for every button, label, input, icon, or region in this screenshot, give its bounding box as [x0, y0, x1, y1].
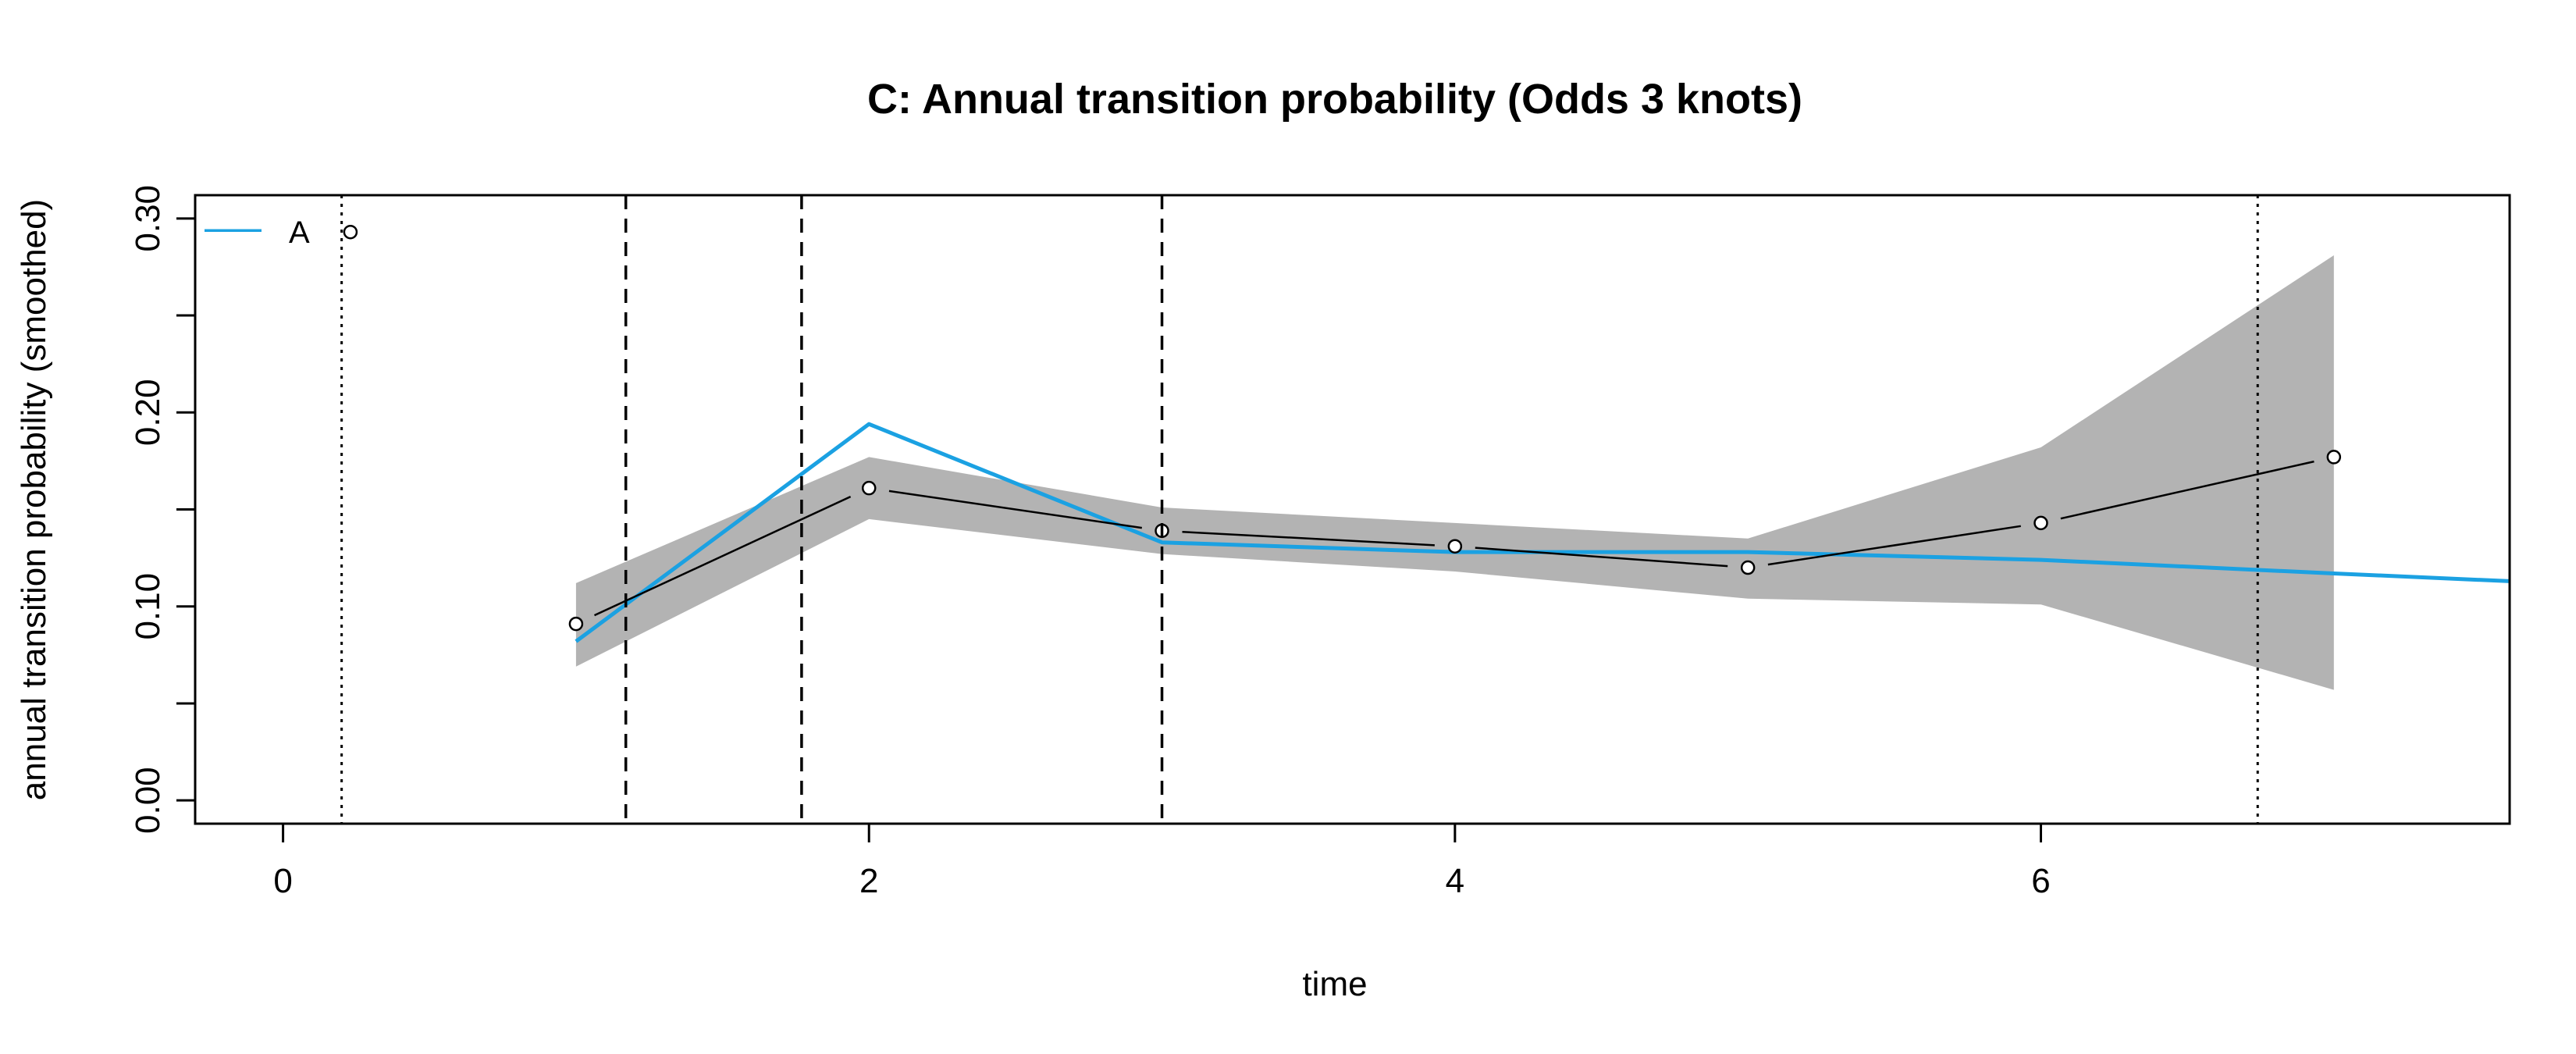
observed-line-segment — [1475, 547, 1728, 568]
plot-inner — [340, 195, 2510, 824]
fitted-line-a — [575, 422, 2510, 643]
observed-point — [343, 224, 358, 240]
observed-line-segment — [1182, 530, 1435, 547]
plot-area: 0 2 4 6 0.00 0.10 0.20 0.30 A — [129, 185, 2511, 900]
observed-point — [861, 480, 877, 496]
observed-line-segment — [888, 490, 1142, 529]
x-axis-label: time — [1302, 965, 1367, 1003]
y-tick-label: 0.10 — [129, 573, 167, 640]
observed-line-segment — [1767, 525, 2021, 566]
observed-point — [1740, 560, 1756, 575]
observed-line-segment — [2060, 460, 2314, 520]
observed-point — [568, 616, 584, 632]
legend-label-a: A — [289, 215, 310, 250]
observed-line-segment — [593, 495, 852, 617]
y-tick-label: 0.00 — [129, 767, 167, 834]
x-tick-label: 6 — [2031, 862, 2050, 900]
x-tick-label: 2 — [859, 862, 878, 900]
observed-point — [2326, 450, 2342, 465]
x-tick-label: 4 — [1446, 862, 1464, 900]
chart-title: C: Annual transition probability (Odds 3… — [867, 76, 1802, 123]
observed-point — [2033, 515, 2048, 531]
confidence-band — [575, 255, 2334, 690]
y-tick-label: 0.20 — [129, 379, 167, 446]
y-tick-label: 0.30 — [129, 185, 167, 252]
y-axis-label: annual transition probability (smoothed) — [15, 199, 53, 800]
observed-point — [1447, 539, 1463, 554]
x-tick-label: 0 — [273, 862, 292, 900]
